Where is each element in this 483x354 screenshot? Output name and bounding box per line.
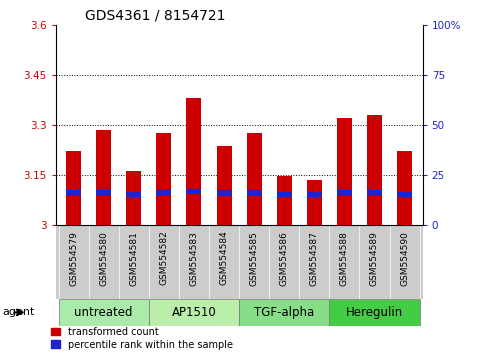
Text: GSM554587: GSM554587 xyxy=(310,231,319,286)
Text: agent: agent xyxy=(2,307,35,318)
Bar xyxy=(277,192,292,198)
Text: GSM554586: GSM554586 xyxy=(280,231,289,286)
Bar xyxy=(66,190,81,196)
Bar xyxy=(397,192,412,198)
Bar xyxy=(216,190,231,196)
Text: GDS4361 / 8154721: GDS4361 / 8154721 xyxy=(85,8,226,22)
Bar xyxy=(56,225,423,299)
Bar xyxy=(367,115,382,225)
Bar xyxy=(277,176,292,225)
Bar xyxy=(239,299,329,326)
Bar xyxy=(337,118,352,225)
Bar xyxy=(126,192,142,198)
Text: AP1510: AP1510 xyxy=(171,306,216,319)
Bar xyxy=(58,299,149,326)
Bar xyxy=(307,192,322,198)
Bar xyxy=(66,152,81,225)
Bar xyxy=(307,180,322,225)
Text: TGF-alpha: TGF-alpha xyxy=(254,306,314,319)
Text: untreated: untreated xyxy=(74,306,133,319)
Text: Heregulin: Heregulin xyxy=(346,306,403,319)
Bar xyxy=(156,133,171,225)
Legend: transformed count, percentile rank within the sample: transformed count, percentile rank withi… xyxy=(51,327,233,349)
Bar xyxy=(337,190,352,196)
Bar xyxy=(216,147,231,225)
Text: GSM554583: GSM554583 xyxy=(189,231,199,286)
Bar xyxy=(149,299,239,326)
Bar xyxy=(367,190,382,196)
Bar xyxy=(186,98,201,225)
Text: GSM554581: GSM554581 xyxy=(129,231,138,286)
Bar xyxy=(126,171,142,225)
Text: GSM554585: GSM554585 xyxy=(250,231,258,286)
Bar xyxy=(247,190,262,196)
Bar xyxy=(186,189,201,194)
Text: GSM554588: GSM554588 xyxy=(340,231,349,286)
Text: GSM554589: GSM554589 xyxy=(370,231,379,286)
Bar xyxy=(156,190,171,196)
Bar xyxy=(96,190,111,196)
Bar xyxy=(247,133,262,225)
Text: GSM554582: GSM554582 xyxy=(159,231,169,285)
Text: GSM554584: GSM554584 xyxy=(220,231,228,285)
Bar xyxy=(329,299,420,326)
Text: GSM554579: GSM554579 xyxy=(69,231,78,286)
Text: GSM554580: GSM554580 xyxy=(99,231,108,286)
Bar xyxy=(96,130,111,225)
Bar xyxy=(397,152,412,225)
Text: GSM554590: GSM554590 xyxy=(400,231,409,286)
